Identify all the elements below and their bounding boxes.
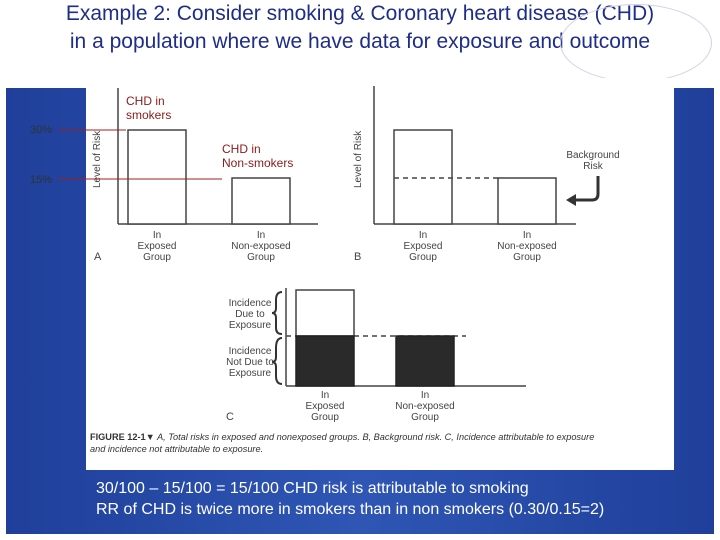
panel-c-bar1-label: In xyxy=(321,390,329,401)
panel-a-exposed-bar xyxy=(127,129,187,225)
background-risk-label: Risk xyxy=(583,161,603,172)
due-brace-icon xyxy=(271,291,283,335)
panel-a-bar2-label: Group xyxy=(247,252,275,263)
annotation-line: CHD in xyxy=(126,94,165,108)
incidence-not-due-label: Not Due to xyxy=(226,357,274,368)
panel-b-ylabel: Level of Risk xyxy=(353,130,364,188)
panel-b-bar1-label: Group xyxy=(409,252,437,263)
panel-a-ylabel: Level of Risk xyxy=(92,130,103,188)
panel-c-bar2-label: Non-exposed xyxy=(395,401,454,412)
panel-a-bar1-label: Group xyxy=(143,252,171,263)
slide-title: Example 2: Consider smoking & Coronary h… xyxy=(0,0,720,56)
caption-bold: FIGURE 12-1▼ xyxy=(90,432,155,442)
background-risk-label: Background xyxy=(566,150,619,161)
panel-c-bar2-label: In xyxy=(421,390,429,401)
label-15-percent: 15% xyxy=(30,174,53,186)
title-line-1: Example 2: Consider smoking & Coronary h… xyxy=(65,2,655,25)
not-due-brace-icon xyxy=(271,337,283,385)
panel-b-bar1-label: In xyxy=(419,230,427,241)
figure-caption-line-2: and incidence not attributable to exposu… xyxy=(90,444,263,454)
panel-c-exposed-not-due-segment xyxy=(295,335,355,387)
panel-b-bar2-label: Group xyxy=(513,252,541,263)
label-30-percent: 30% xyxy=(30,124,53,136)
incidence-due-label: Due to xyxy=(235,309,265,320)
panel-a-nonexposed-bar xyxy=(231,177,291,225)
panel-c-bar1-label: Group xyxy=(311,412,339,423)
incidence-due-label: Incidence xyxy=(229,298,272,309)
conclusion-line-1: 30/100 – 15/100 = 15/100 CHD risk is att… xyxy=(96,480,529,497)
incidence-not-due-label: Exposure xyxy=(229,368,272,379)
panel-a-bar2-label: In xyxy=(257,230,265,241)
incidence-due-label: Exposure xyxy=(229,320,272,331)
panel-c-due-to-exposure-segment xyxy=(295,289,355,337)
panel-b-bar2-label: In xyxy=(523,230,531,241)
panel-b-exposed-bar xyxy=(393,129,453,225)
panel-a-bar1-label: In xyxy=(153,230,161,241)
textbook-figure: Level of Risk In Exposed Group In Non-ex… xyxy=(86,78,674,470)
incidence-not-due-label: Incidence xyxy=(229,346,272,357)
caption-text: A, Total risks in exposed and nonexposed… xyxy=(155,432,595,442)
conclusion-line-2: RR of CHD is twice more in smokers than … xyxy=(96,501,605,518)
figure-svg: Level of Risk In Exposed Group In Non-ex… xyxy=(90,86,620,454)
annotation-line: Non-smokers xyxy=(222,156,294,170)
annotation-line: CHD in xyxy=(222,142,261,156)
title-line-2: in a population where we have data for e… xyxy=(69,30,651,53)
panel-b-nonexposed-bar xyxy=(497,177,557,225)
arrow-head-icon xyxy=(566,194,576,206)
annotation-line: smokers xyxy=(126,108,172,122)
conclusion-text: 30/100 – 15/100 = 15/100 CHD risk is att… xyxy=(96,478,604,520)
panel-c-bar1-label: Exposed xyxy=(306,401,345,412)
panel-c-bar2-label: Group xyxy=(411,412,439,423)
panel-a-letter: A xyxy=(94,251,102,263)
figure-caption-line-1: FIGURE 12-1▼ A, Total risks in exposed a… xyxy=(90,432,594,442)
panel-c-letter: C xyxy=(226,411,234,423)
panel-b-bar1-label: Exposed xyxy=(404,241,443,252)
panel-b-bar2-label: Non-exposed xyxy=(497,241,556,252)
panel-c-nonexposed-bar xyxy=(395,335,455,387)
panel-b-letter: B xyxy=(354,251,361,263)
chd-in-smokers-annotation: CHD in smokers xyxy=(126,94,171,122)
panel-a-bar2-label: Non-exposed xyxy=(231,241,290,252)
background-risk-arrow-icon xyxy=(572,176,600,202)
chd-in-nonsmokers-annotation: CHD in Non-smokers xyxy=(222,142,293,170)
panel-a-bar1-label: Exposed xyxy=(138,241,177,252)
